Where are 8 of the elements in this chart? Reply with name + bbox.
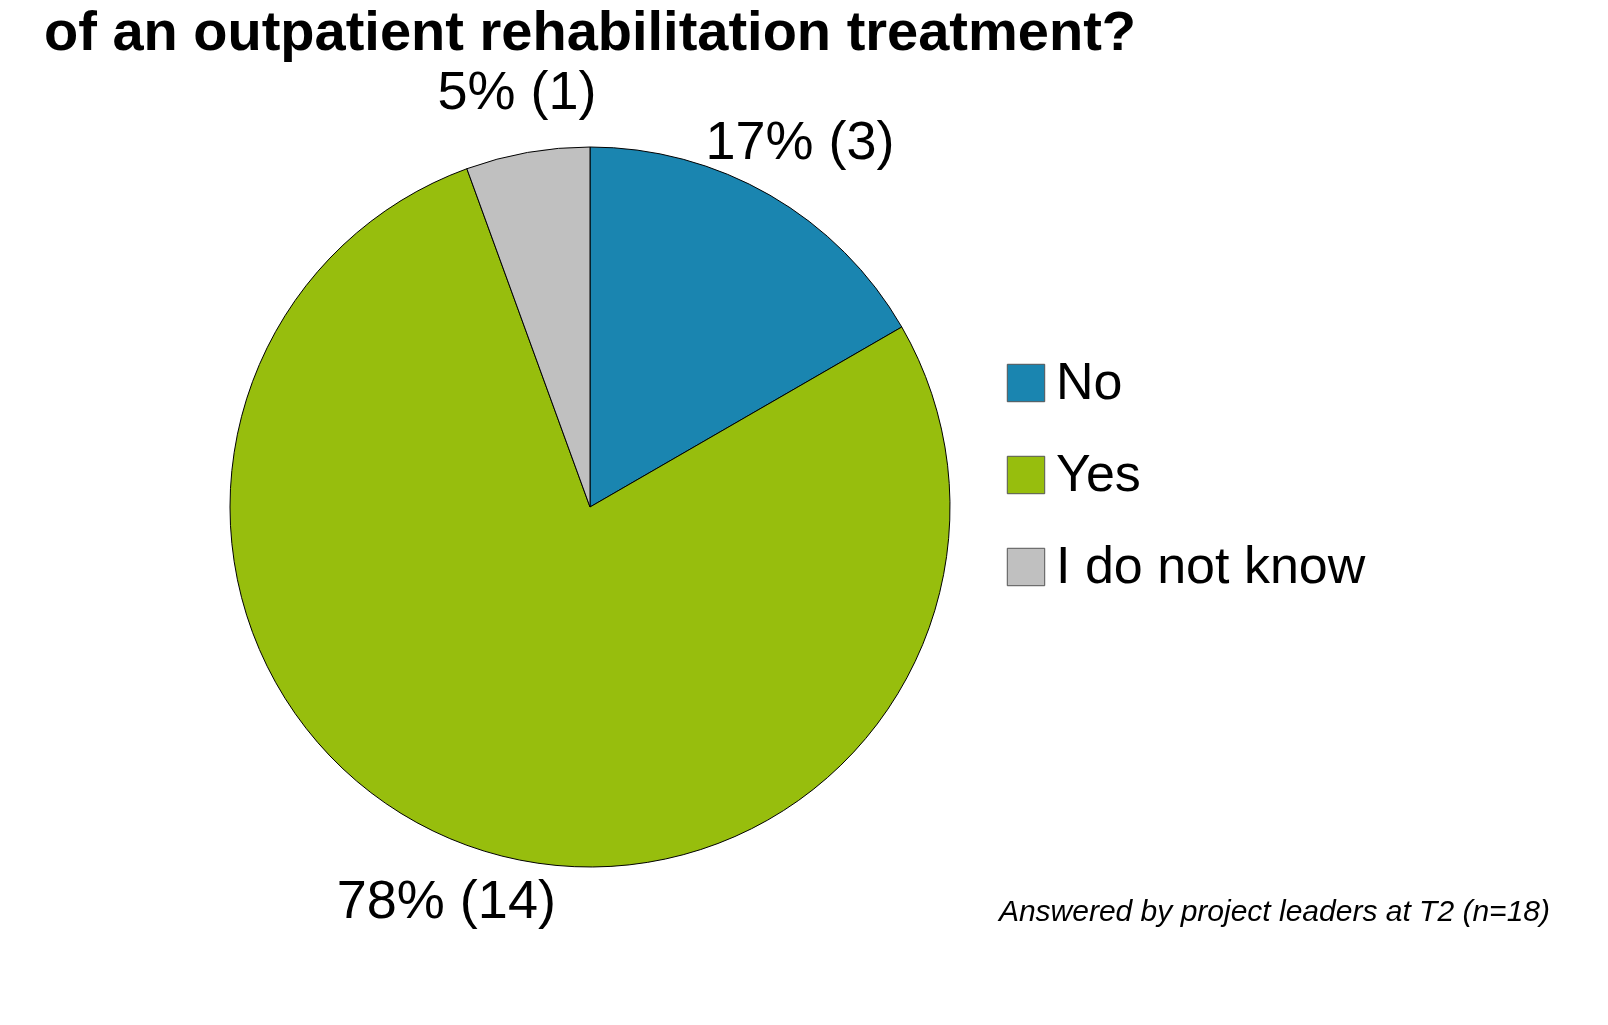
data-label: 78% (14)	[336, 868, 556, 929]
legend-label: No	[1056, 352, 1123, 410]
text: Answered by project leaders at T2 (n=18)	[996, 894, 1550, 927]
legend-label: Yes	[1056, 444, 1141, 502]
data-label: 17% (3)	[705, 110, 895, 171]
data-label: 5% (1)	[437, 60, 597, 121]
chart-title: of an outpatient rehabilitation treatment?	[43, 0, 1137, 63]
legend-label: I do not know	[1056, 536, 1366, 594]
